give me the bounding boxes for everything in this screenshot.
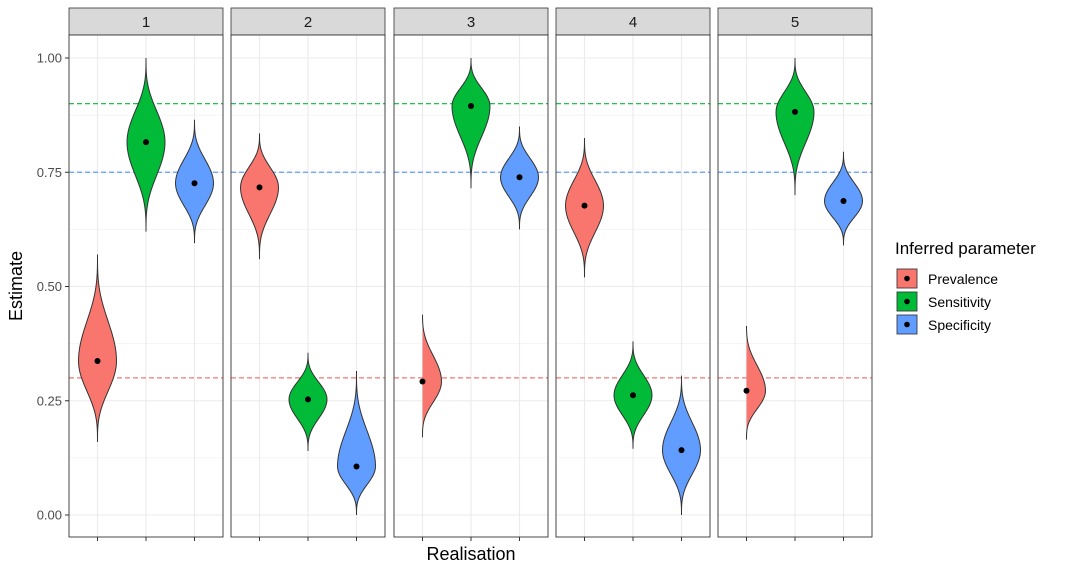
median-point-specificity	[678, 447, 685, 454]
median-point-sensitivity	[468, 102, 474, 109]
legend-key-point	[904, 275, 910, 282]
facet-panel-4: 4	[555, 7, 711, 538]
legend-title: Inferred parameter	[895, 239, 1036, 258]
y-tick-label: 0.00	[37, 508, 62, 523]
median-point-specificity	[353, 463, 360, 470]
y-axis: 0.00 0.25 0.50 0.75 1.00	[37, 51, 844, 541]
median-point-prevalence	[419, 378, 426, 385]
violin-prevalence	[78, 254, 117, 442]
facet-strip	[555, 7, 711, 36]
violin-prevalence	[422, 314, 442, 438]
facet-strip	[230, 7, 386, 36]
median-point-prevalence	[743, 387, 750, 394]
y-tick-label: 0.50	[37, 279, 62, 294]
legend-key-point	[904, 321, 910, 328]
facet-panel-1: 1	[68, 7, 224, 538]
legend-item-prevalence: Prevalence	[896, 268, 998, 289]
facet-strip-label: 5	[791, 14, 799, 31]
facet-panel-3: 3	[393, 7, 549, 538]
median-point-sensitivity	[305, 396, 311, 403]
facet-strip	[717, 7, 873, 36]
facet-panels: 1 2 3 4 5	[68, 7, 873, 538]
legend-label: Sensitivity	[928, 294, 991, 310]
y-tick-label: 1.00	[37, 51, 62, 66]
legend-key-point	[904, 298, 910, 305]
y-axis-title: Estimate	[6, 251, 26, 321]
legend-item-sensitivity: Sensitivity	[896, 291, 991, 312]
median-point-sensitivity	[143, 139, 149, 146]
facet-strip-label: 1	[142, 14, 150, 31]
median-point-prevalence	[94, 357, 101, 364]
median-point-prevalence	[581, 202, 588, 209]
violin-sensitivity	[775, 57, 815, 196]
facet-panel-5: 5	[717, 7, 873, 538]
median-point-sensitivity	[630, 392, 636, 399]
facet-strip-label: 3	[467, 14, 475, 31]
median-point-specificity	[191, 180, 198, 187]
facet-strip	[393, 7, 549, 36]
violin-sensitivity	[451, 57, 491, 189]
facet-panel-2: 2	[230, 7, 386, 538]
y-tick-label: 0.25	[37, 393, 62, 408]
facet-strip	[68, 7, 224, 36]
violin-specificity	[662, 375, 701, 516]
median-point-specificity	[840, 198, 847, 205]
facet-strip-label: 4	[629, 14, 637, 31]
y-tick-label: 0.75	[37, 165, 62, 180]
median-point-prevalence	[256, 184, 263, 191]
violin-prevalence	[746, 325, 766, 440]
median-point-specificity	[516, 174, 523, 181]
legend-item-specificity: Specificity	[896, 314, 991, 335]
violin-prevalence	[240, 133, 279, 260]
violin-specificity	[337, 371, 376, 516]
facet-strip-label: 2	[304, 14, 312, 31]
legend: Inferred parameter Prevalence Sensitivity…	[895, 239, 1036, 335]
x-axis-title: Realisation	[426, 544, 515, 564]
legend-label: Prevalence	[928, 271, 998, 287]
legend-label: Specificity	[928, 317, 991, 333]
median-point-sensitivity	[792, 108, 798, 115]
